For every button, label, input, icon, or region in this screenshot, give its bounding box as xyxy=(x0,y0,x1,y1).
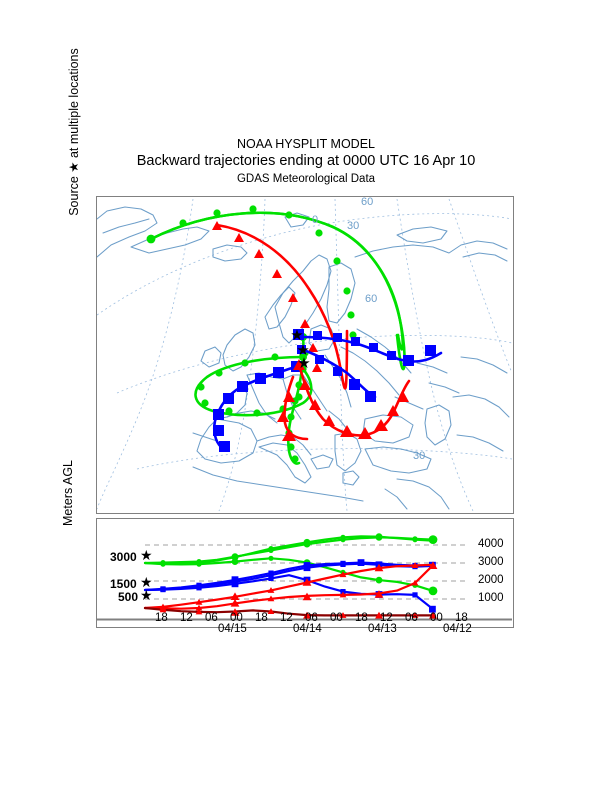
xtick-hour-4: 18 xyxy=(255,612,268,624)
xtick-date-3: 04/12 xyxy=(443,623,472,635)
xtick-date-1: 04/14 xyxy=(293,623,322,635)
graticule-label-30-top: 30 xyxy=(347,220,359,232)
xtick-hour-11: 00 xyxy=(430,612,443,624)
svg-text:★: ★ xyxy=(296,341,309,359)
map-panel: ★ ★ ★ 0 30 60 60 30 xyxy=(96,196,514,514)
trajectory-red-southeast xyxy=(277,359,411,441)
altitude-right-tick-4000: 4000 xyxy=(478,538,504,550)
map-svg: ★ ★ ★ 0 30 60 60 30 xyxy=(97,197,512,512)
xtick-hour-2: 06 xyxy=(205,612,218,624)
source-location-label: Source ★ at multiple locations xyxy=(67,48,81,216)
graticule-label-0: 0 xyxy=(312,214,318,226)
graticule-label-30-bottom: 30 xyxy=(413,450,425,462)
altitude-gridlines xyxy=(145,544,465,600)
map-source-stars: ★ ★ ★ xyxy=(290,326,310,372)
source-star-500: ★ xyxy=(140,587,153,603)
trajectory-red-north-arc xyxy=(212,221,349,390)
altitude-series-red xyxy=(143,563,435,617)
altitude-markers-red xyxy=(159,561,438,620)
xtick-hour-1: 12 xyxy=(180,612,193,624)
title-met-data: GDAS Meteorological Data xyxy=(236,173,376,185)
altitude-panel xyxy=(96,518,514,628)
altitude-markers-blue xyxy=(160,559,436,613)
xtick-hour-9: 12 xyxy=(380,612,393,624)
trajectory-green-west-loop xyxy=(194,353,313,417)
altitude-right-tick-2000: 2000 xyxy=(478,574,504,586)
xtick-date-2: 04/13 xyxy=(368,623,397,635)
source-star-1500: ★ xyxy=(140,574,153,590)
xtick-date-0: 04/15 xyxy=(218,623,247,635)
altitude-axis-label: Meters AGL xyxy=(61,460,75,526)
trajectory-green-north-arc xyxy=(146,205,406,371)
xtick-hour-3: 00 xyxy=(230,612,243,624)
map-graticule-labels: 0 30 60 60 30 xyxy=(312,197,425,462)
altitude-left-tick-500: 500 xyxy=(118,590,139,604)
xtick-hour-5: 12 xyxy=(280,612,293,624)
xtick-hour-10: 06 xyxy=(405,612,418,624)
title-model-name: NOAA HYSPLIT MODEL xyxy=(236,137,375,151)
altitude-left-tick-1500: 1500 xyxy=(110,577,137,591)
svg-text:★: ★ xyxy=(290,326,303,344)
graticule-label-60-top: 60 xyxy=(361,197,373,208)
xtick-hour-12: 18 xyxy=(455,612,468,624)
altitude-svg xyxy=(97,533,512,621)
source-star-3000: ★ xyxy=(140,547,153,563)
altitude-right-tick-1000: 1000 xyxy=(478,592,504,604)
altitude-left-tick-3000: 3000 xyxy=(110,550,137,564)
xtick-hour-7: 00 xyxy=(330,612,343,624)
altitude-series-blue xyxy=(143,561,435,611)
graticule-label-60-mid: 60 xyxy=(365,293,377,305)
xtick-hour-6: 06 xyxy=(305,612,318,624)
svg-text:★: ★ xyxy=(297,354,310,372)
altitude-right-tick-3000: 3000 xyxy=(478,556,504,568)
xtick-hour-8: 18 xyxy=(355,612,368,624)
altitude-series-green xyxy=(143,535,435,592)
title-trajectory-description: Backward trajectories ending at 0000 UTC… xyxy=(136,153,476,169)
altitude-markers-green xyxy=(160,533,438,596)
trajectory-blue-east xyxy=(293,329,443,402)
figure-title: NOAA HYSPLIT MODEL Backward trajectories… xyxy=(0,136,612,187)
xtick-hour-0: 18 xyxy=(155,612,168,624)
